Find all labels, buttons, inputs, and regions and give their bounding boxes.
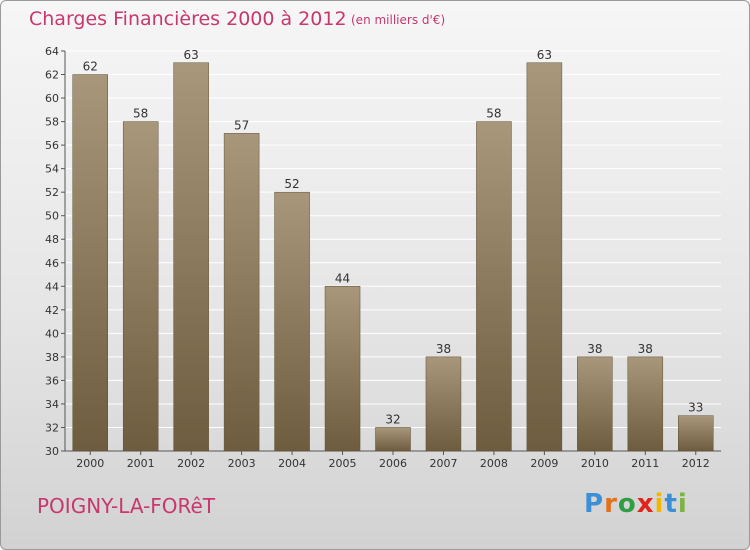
y-tick-label: 64 xyxy=(45,45,59,58)
x-tick-label: 2008 xyxy=(480,457,508,470)
bar-2008 xyxy=(476,121,512,452)
y-tick-label: 42 xyxy=(45,304,59,317)
bar-2000 xyxy=(72,74,108,452)
y-tick-label: 50 xyxy=(45,210,59,223)
y-tick-label: 52 xyxy=(45,186,59,199)
y-tick-label: 40 xyxy=(45,327,59,340)
x-tick-label: 2006 xyxy=(379,457,407,470)
x-tick-label: 2011 xyxy=(631,457,659,470)
x-tick-label: 2000 xyxy=(76,457,104,470)
data-label: 32 xyxy=(385,412,400,426)
chart-subtitle: (en milliers d'€) xyxy=(351,13,446,27)
x-tick-label: 2005 xyxy=(329,457,357,470)
y-tick-label: 32 xyxy=(45,421,59,434)
x-tick-label: 2004 xyxy=(278,457,306,470)
y-tick-label: 46 xyxy=(45,257,59,270)
data-label: 38 xyxy=(587,342,602,356)
x-tick-label: 2010 xyxy=(581,457,609,470)
bar-2009 xyxy=(526,62,563,452)
proxiti-logo: Proxiti xyxy=(584,489,688,519)
y-tick-label: 34 xyxy=(45,398,59,411)
x-tick-label: 2007 xyxy=(429,457,457,470)
y-tick-label: 54 xyxy=(45,163,59,176)
chart-title: Charges Financières 2000 à 2012 xyxy=(29,8,347,30)
y-tick-label: 44 xyxy=(45,280,59,293)
y-tick-label: 36 xyxy=(45,374,59,387)
data-label: 44 xyxy=(335,271,350,285)
data-label: 58 xyxy=(133,107,148,121)
data-label: 63 xyxy=(184,48,199,62)
x-tick-label: 2001 xyxy=(127,457,155,470)
data-label: 57 xyxy=(234,118,249,132)
bar-2006 xyxy=(375,427,411,452)
data-label: 62 xyxy=(83,60,98,74)
bar-2001 xyxy=(122,121,159,452)
bar-2011 xyxy=(627,356,664,452)
bar-2010 xyxy=(577,356,613,452)
data-label: 38 xyxy=(638,342,653,356)
y-tick-label: 56 xyxy=(45,139,59,152)
y-tick-label: 62 xyxy=(45,69,59,82)
y-tick-label: 30 xyxy=(45,445,59,458)
x-tick-label: 2003 xyxy=(228,457,256,470)
data-label: 33 xyxy=(688,401,703,415)
bar-2007 xyxy=(425,356,462,452)
commune-name: POIGNY-LA-FORêT xyxy=(37,494,216,518)
bar-2002 xyxy=(173,62,209,452)
x-tick-label: 2009 xyxy=(530,457,558,470)
bar-2003 xyxy=(223,133,260,452)
x-tick-label: 2002 xyxy=(177,457,205,470)
y-tick-label: 38 xyxy=(45,351,59,364)
y-tick-label: 48 xyxy=(45,233,59,246)
y-tick-label: 60 xyxy=(45,92,59,105)
y-tick-label: 58 xyxy=(45,116,59,129)
data-label: 52 xyxy=(284,177,299,191)
data-label: 63 xyxy=(537,48,552,62)
bar-2012 xyxy=(678,415,714,452)
bar-2004 xyxy=(274,191,310,452)
x-tick-label: 2012 xyxy=(682,457,710,470)
data-label: 58 xyxy=(486,107,501,121)
data-label: 38 xyxy=(436,342,451,356)
bar-2005 xyxy=(324,286,361,452)
